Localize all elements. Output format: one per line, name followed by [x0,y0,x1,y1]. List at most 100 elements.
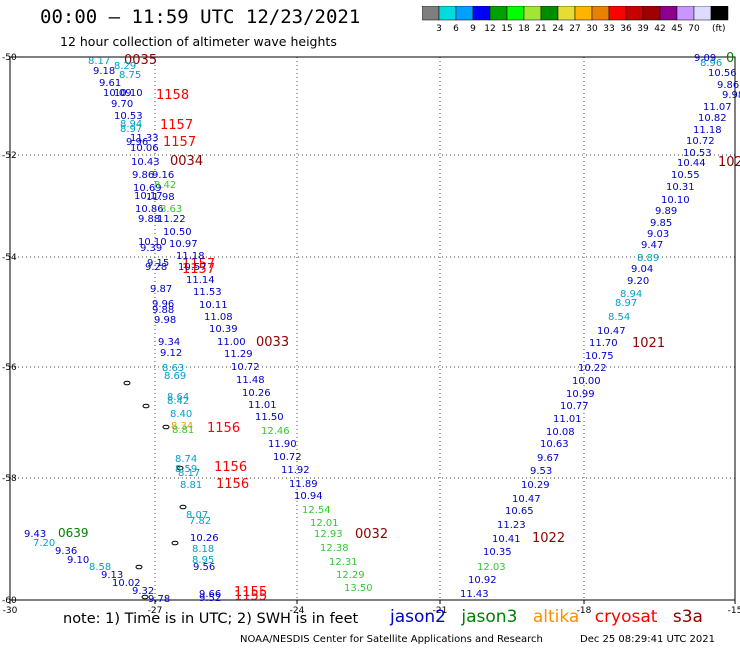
wave-height-value: 11.92 [281,465,310,476]
legend-jason3: jason3 [461,607,518,627]
wave-height-value: 10.31 [666,182,695,193]
wave-height-value: 11.00 [217,337,246,348]
wave-height-value: 9.47 [641,240,663,251]
wave-height-value: 10.69 [133,183,162,194]
wave-height-value: 10.50 [163,227,192,238]
wave-height-value: 10.56 [708,68,737,79]
credit-line: NOAA/NESDIS Center for Satellite Applica… [240,634,543,645]
overpass-time-label: 1022 [532,531,565,546]
wave-height-value: 10.53 [114,111,143,122]
colorbar-swatch [710,6,729,21]
satellite-legend: jason2 jason3 altika cryosat s3a [390,607,713,627]
latitude-label: -56 [2,363,17,373]
wave-height-value: 9.53 [530,466,552,477]
longitude-label: -18 [577,606,592,616]
map-frame [9,56,736,601]
wave-height-value: 9.43 [24,529,46,540]
wave-height-value: 9.03 [647,229,669,240]
wave-height-value: 8.97 [120,124,142,135]
wave-height-value: 9.86 [132,170,154,181]
wave-height-value: 11.01 [248,400,277,411]
wave-height-value: 12.38 [320,543,349,554]
wave-height-value: 10.41 [492,534,521,545]
wave-height-value: 10.44 [677,158,706,169]
legend-cryosat: cryosat [594,607,658,627]
latitude-label: -52 [2,151,17,161]
wave-height-value: 11.50 [255,412,284,423]
overpass-time-label: 0035 [124,53,157,68]
wave-height-value: 11.53 [193,287,222,298]
wave-height-value: 12.93 [314,529,343,540]
wave-height-value: 9.12 [160,348,182,359]
colorbar-tick-label: 39 [637,24,649,34]
longitude-label: -27 [148,606,163,616]
colorbar-unit: (ft) [712,24,726,34]
island-outline [176,465,184,471]
wave-height-value: 10.47 [512,494,541,505]
wave-height-value: 8.29 [114,61,136,72]
wave-height-value: 8.58 [89,562,111,573]
wave-height-value: 8.96 [700,58,722,69]
overpass-time-label: 1021 [632,336,665,351]
wave-height-value: 8.94 [620,289,642,300]
wave-height-value: 10.82 [698,113,727,124]
wave-height-value: 10.43 [131,157,160,168]
wave-height-value: 9.87 [150,284,172,295]
wave-height-value: 10.02 [112,578,141,589]
island-outline [162,424,170,430]
wave-height-value: 8.42 [154,180,176,191]
longitude-label: -15 [728,606,740,616]
wave-height-value: 8.64 [167,392,189,403]
wave-height-value: 10.29 [521,480,550,491]
wave-height-value: 10.10 [138,237,167,248]
wave-height-value: 11.33 [130,133,159,144]
wave-height-value: 8.40 [170,409,192,420]
wave-height-value: 10.86 [135,204,164,215]
wave-height-value: 12.31 [329,557,358,568]
colorbar-tick-label: 27 [569,24,580,34]
colorbar-tick-label: 36 [620,24,632,34]
wave-height-value: 11.23 [497,520,526,531]
legend-s3a: s3a [672,607,703,627]
overpass-time-label: 1158 [156,88,189,103]
wave-height-value: 10.47 [597,326,626,337]
colorbar-tick-label: 70 [688,24,700,34]
wave-height-value: 12.29 [336,570,365,581]
latitude-label: -58 [2,474,17,484]
overpass-time-label: 1157 [163,135,196,150]
wave-height-value: 10.11 [199,300,228,311]
wave-height-value: 11.22 [157,214,186,225]
island-outline [141,594,149,600]
island-outline [135,564,143,570]
colorbar-tick-label: 42 [654,24,665,34]
wave-height-value: 10.26 [190,533,219,544]
wave-height-value: 10.26 [242,388,271,399]
island-outline [171,540,179,546]
overpass-time-label: 102 [718,155,740,170]
wave-height-value: 10.94 [294,491,323,502]
wave-height-value: 8.18 [192,544,214,555]
wave-height-value: 10.06 [130,143,159,154]
wave-height-value: 9.04 [631,264,653,275]
wave-height-colorbar: 3 6 9 12 15 18 21 24 27 30 33 36 39 42 45 70 (ft) [422,6,729,34]
wave-height-value: 9.85 [650,218,672,229]
overpass-time-label: 1157 [182,257,215,272]
wave-height-value: 9.36 [55,546,77,557]
wave-height-value: 9.78 [148,594,170,605]
wave-height-value: 11.90 [268,439,297,450]
wave-height-value: 8.81 [172,425,194,436]
wave-height-value: 8.34 [171,421,193,432]
wave-height-value: 8.17 [88,56,110,67]
wave-height-value: 10.22 [578,363,607,374]
wave-height-value: 9.15 [147,258,169,269]
wave-height-value: 9.32 [132,586,154,597]
wave-height-value: 11.14 [186,275,215,286]
wave-height-value: 9.13 [101,570,123,581]
latitude-label: -50 [2,53,17,63]
wave-height-value: 11.08 [204,312,233,323]
wave-height-value: 11.07 [703,102,732,113]
wave-height-value: 10.63 [540,439,569,450]
wave-height-value: 10.57 [178,262,207,273]
latitude-label: -54 [2,253,17,263]
